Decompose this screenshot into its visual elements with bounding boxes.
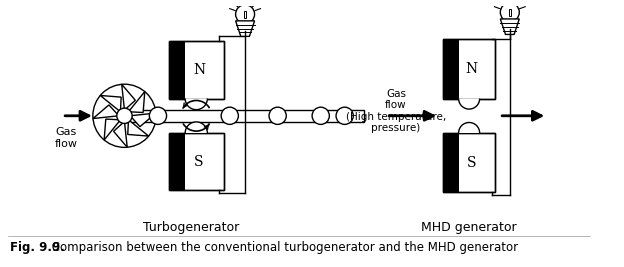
Circle shape: [119, 110, 130, 121]
Bar: [120, 110, 364, 121]
Circle shape: [149, 107, 167, 124]
Bar: [168, 133, 224, 190]
Circle shape: [236, 5, 255, 24]
Text: S: S: [194, 155, 204, 169]
Text: Turbogenerator: Turbogenerator: [144, 221, 240, 234]
Polygon shape: [100, 96, 121, 112]
Text: S: S: [467, 156, 477, 170]
Text: Gas
flow
(High temperature,
pressure): Gas flow (High temperature, pressure): [346, 89, 446, 134]
Bar: [168, 133, 185, 190]
Polygon shape: [236, 21, 255, 36]
Polygon shape: [128, 120, 149, 136]
Bar: [443, 39, 459, 99]
Text: Gas
flow: Gas flow: [54, 127, 77, 149]
Bar: [168, 41, 224, 99]
Text: N: N: [193, 63, 205, 77]
Circle shape: [269, 107, 286, 124]
Polygon shape: [129, 92, 145, 112]
Bar: [244, 11, 246, 18]
Circle shape: [117, 108, 132, 123]
Polygon shape: [122, 84, 135, 110]
Bar: [443, 39, 495, 99]
Bar: [168, 133, 224, 190]
Text: N: N: [466, 62, 478, 76]
Bar: [443, 133, 459, 193]
Wedge shape: [185, 99, 207, 110]
Wedge shape: [185, 122, 207, 133]
Wedge shape: [459, 123, 480, 133]
Text: Comparison between the conventional turbogenerator and the MHD generator: Comparison between the conventional turb…: [48, 241, 518, 254]
Polygon shape: [93, 105, 119, 119]
Bar: [168, 41, 185, 99]
Polygon shape: [104, 119, 120, 140]
Circle shape: [312, 107, 329, 124]
Circle shape: [336, 107, 353, 124]
Bar: [443, 39, 495, 99]
Polygon shape: [114, 121, 127, 147]
Text: MHD generator: MHD generator: [421, 221, 517, 234]
Circle shape: [221, 107, 238, 124]
Wedge shape: [459, 99, 480, 109]
Bar: [168, 41, 224, 99]
Text: Fig. 9.9.: Fig. 9.9.: [9, 241, 64, 254]
Polygon shape: [130, 113, 156, 127]
Circle shape: [500, 3, 519, 22]
Bar: [443, 133, 495, 193]
Bar: [509, 9, 511, 16]
Bar: [443, 133, 495, 193]
Polygon shape: [500, 19, 519, 34]
